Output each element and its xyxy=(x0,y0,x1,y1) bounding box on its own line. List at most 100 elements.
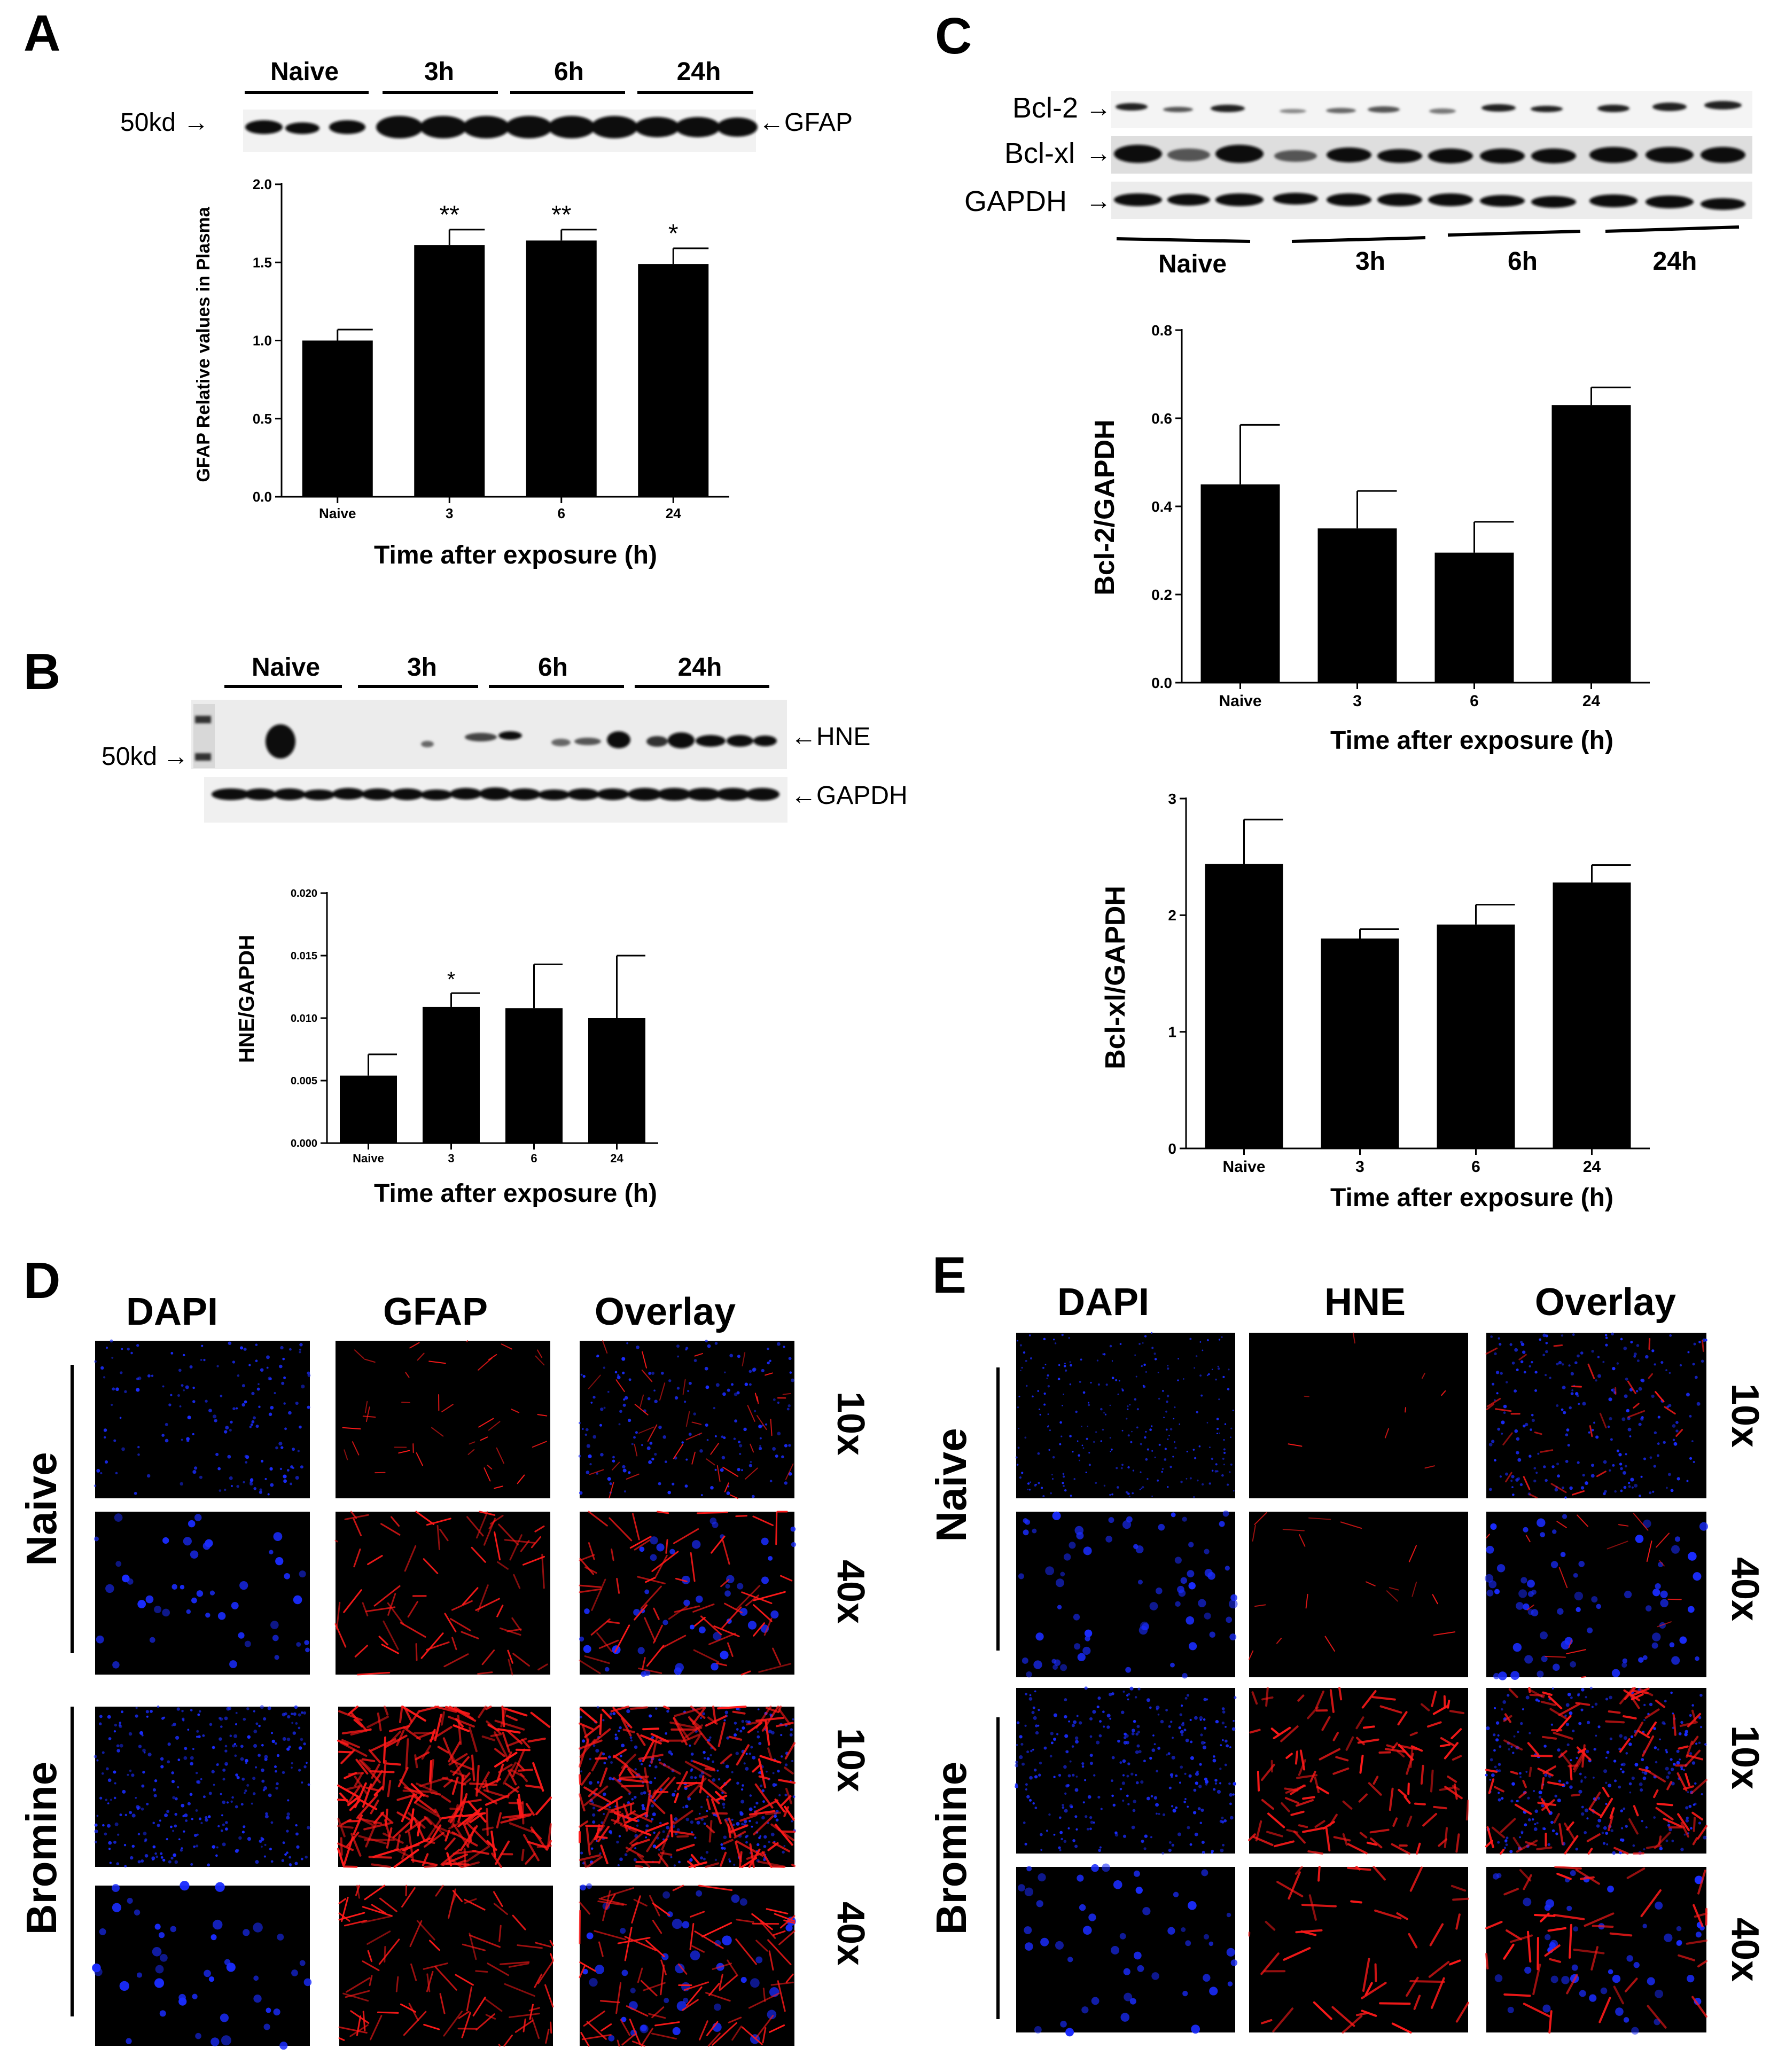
panel-c-group-underlines xyxy=(1116,225,1740,243)
panel-e-letter: E xyxy=(932,1247,966,1304)
micrograph-e-naive-10x-hne xyxy=(1249,1333,1468,1498)
category-label: 3 xyxy=(446,505,453,521)
magnification-label-10x: 10x xyxy=(829,1391,872,1456)
category-label: Naive xyxy=(319,505,356,521)
panel-d-group-labels: Naive Bromine xyxy=(18,1452,65,1935)
chart-bcl2: 0.0 0.2 0.4 0.6 0.8 Naive 3 6 24 xyxy=(1151,322,1650,710)
group-label-6h: 6h xyxy=(538,653,568,682)
column-label-overlay: Overlay xyxy=(595,1291,736,1333)
chart-bcl2-xlabel: Time after exposure (h) xyxy=(1330,726,1613,755)
micrograph-d-bromine-40x-overlay xyxy=(580,1886,794,2046)
category-label: 24 xyxy=(1583,1158,1601,1176)
panel-a-letter: A xyxy=(24,5,60,62)
bar xyxy=(1205,864,1283,1148)
panel-e-group-labels: Naive Bromine xyxy=(927,1428,975,1935)
row-label-gapdh: GAPDH xyxy=(964,185,1067,217)
hne-bands xyxy=(195,716,777,761)
chart-gfap: 0.0 0.5 1.0 1.5 2.0 Naive 3 ** 6 ** 24 * xyxy=(253,176,729,521)
panel-b-blot: Naive 3h 6h 24h xyxy=(102,653,908,823)
y-tick-label: 1.0 xyxy=(253,333,272,349)
y-tick-label: 0.8 xyxy=(1151,322,1172,339)
category-label: 3 xyxy=(1355,1158,1364,1176)
group-label-bromine: Bromine xyxy=(18,1762,65,1935)
category-label: Naive xyxy=(1219,692,1261,710)
group-label-3h: 3h xyxy=(407,653,437,682)
y-tick-label: 3 xyxy=(1168,791,1176,807)
magnification-label-10x: 10x xyxy=(1724,1383,1766,1448)
group-label-3h: 3h xyxy=(1355,247,1385,276)
column-label-hne: HNE xyxy=(1324,1281,1406,1324)
category-label: Naive xyxy=(353,1152,384,1165)
micrograph-d-naive-10x-gfap xyxy=(336,1341,550,1498)
bclxl-bands xyxy=(1114,145,1745,163)
micrograph-e-bromine-10x-dapi xyxy=(1016,1688,1235,1854)
category-label: 24 xyxy=(610,1152,623,1165)
y-tick-label: 0.005 xyxy=(291,1075,317,1087)
chart-gfap-xlabel: Time after exposure (h) xyxy=(374,541,657,569)
category-label: 24 xyxy=(1582,692,1601,710)
panel-c-row-arrows: → → → xyxy=(1086,94,1111,215)
magnification-label-10x: 10x xyxy=(1724,1725,1766,1789)
group-label-naive: Naive xyxy=(927,1428,975,1542)
micrograph-e-naive-10x-overlay xyxy=(1486,1333,1706,1498)
magnification-label-40x: 40x xyxy=(829,1902,872,1966)
arrow-right-icon: → xyxy=(1086,139,1111,168)
y-tick-label: 0.0 xyxy=(253,489,272,505)
group-label-naive: Naive xyxy=(1158,250,1227,278)
band-label-hne: HNE xyxy=(816,723,870,751)
bar xyxy=(1553,882,1631,1148)
panel-c-row-labels: Bcl-2 Bcl-xl GAPDH xyxy=(964,92,1078,217)
group-label-naive: Naive xyxy=(18,1452,65,1566)
category-label: 3 xyxy=(1353,692,1362,710)
panel-e-column-labels: DAPI HNE Overlay xyxy=(1057,1281,1676,1324)
panel-d-column-labels: DAPI GFAP Overlay xyxy=(126,1291,736,1333)
panel-a-blot: Naive 3h 6h 24h 50kd → ← xyxy=(120,58,853,152)
panel-a-group-labels: Naive 3h 6h 24h xyxy=(270,58,721,86)
arrow-right-icon: → xyxy=(1086,94,1111,122)
chart-bclxl-ylabel: Bcl-xl/GAPDH xyxy=(1100,886,1131,1069)
micrograph-e-naive-40x-dapi xyxy=(1016,1512,1235,1677)
chart-hne-xlabel: Time after exposure (h) xyxy=(374,1179,657,1208)
y-tick-label: 0.5 xyxy=(253,411,272,427)
chart-bclxl: 0 1 2 3 Naive 3 6 24 xyxy=(1168,791,1650,1176)
arrow-right-icon: → xyxy=(183,108,209,137)
arrow-right-icon: → xyxy=(1086,187,1111,215)
marker-label-50kd: 50kd xyxy=(120,108,176,137)
group-label-24h: 24h xyxy=(1653,247,1697,276)
row-label-bcl2: Bcl-2 xyxy=(1012,92,1078,124)
category-label: 24 xyxy=(666,505,681,521)
category-label: 6 xyxy=(558,505,565,521)
micrograph-d-bromine-10x-dapi xyxy=(95,1707,310,1867)
arrow-left-icon: ← xyxy=(791,723,816,751)
gapdh-bands-b xyxy=(212,787,779,801)
y-tick-label: 0.020 xyxy=(291,888,317,900)
bar xyxy=(526,240,597,497)
y-tick-label: 2 xyxy=(1168,907,1176,924)
y-tick-label: 0.010 xyxy=(291,1013,317,1025)
micrograph-d-naive-40x-gfap xyxy=(336,1512,550,1675)
category-label: 6 xyxy=(531,1152,537,1165)
panel-d-letter: D xyxy=(24,1252,60,1309)
y-tick-label: 1.5 xyxy=(253,254,272,270)
micrograph-e-bromine-40x-hne xyxy=(1249,1867,1468,2032)
category-label: 3 xyxy=(448,1152,454,1165)
bar xyxy=(1200,484,1280,683)
column-label-dapi: DAPI xyxy=(126,1291,218,1333)
bar xyxy=(1434,552,1514,683)
bar xyxy=(1317,528,1397,683)
bar xyxy=(423,1006,480,1143)
bar xyxy=(1437,924,1515,1148)
gfap-bands xyxy=(245,116,758,138)
bar xyxy=(588,1018,645,1143)
y-tick-label: 1 xyxy=(1168,1023,1176,1040)
group-label-6h: 6h xyxy=(554,58,584,86)
significance-label: ** xyxy=(440,201,459,229)
band-label-gapdh: GAPDH xyxy=(816,781,908,810)
chart-hne: 0.000 0.005 0.010 0.015 0.020 Naive 3 * 6 24 xyxy=(291,888,658,1165)
magnification-label-40x: 40x xyxy=(829,1560,872,1624)
y-tick-label: 0.0 xyxy=(1151,675,1172,691)
column-label-gfap: GFAP xyxy=(383,1291,488,1333)
micrograph-d-bromine-40x-dapi xyxy=(95,1886,310,2046)
y-tick-label: 0.4 xyxy=(1151,498,1172,515)
micrograph-d-naive-10x-dapi xyxy=(95,1341,310,1498)
